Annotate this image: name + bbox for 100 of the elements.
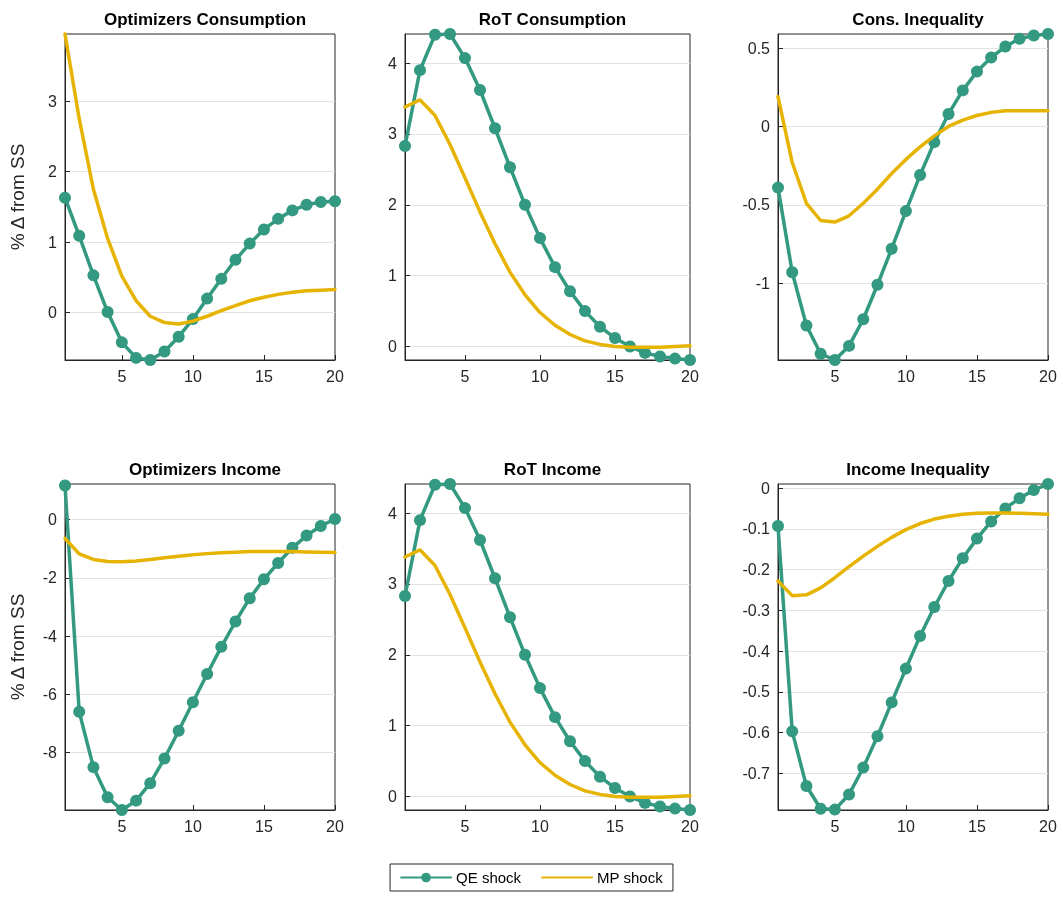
y-tick-label: 0 (761, 117, 771, 135)
y-tick-label: 1 (48, 233, 58, 251)
point (843, 788, 856, 801)
point (564, 285, 576, 298)
x-tick-label: 5 (830, 817, 840, 835)
point (786, 725, 799, 738)
line-series (776, 94, 1050, 224)
point (772, 519, 784, 532)
point (115, 804, 128, 816)
y-tick-label: 0 (761, 479, 771, 497)
y-tick-label: -6 (42, 685, 58, 703)
point (871, 730, 884, 743)
y-tick-label: -0.5 (742, 196, 771, 214)
y-tick-label: -2 (42, 569, 58, 587)
line-series (63, 32, 337, 326)
point (1042, 28, 1054, 40)
point (314, 519, 327, 532)
point (300, 198, 313, 211)
y-tick-label: -0.1 (742, 520, 771, 538)
point (786, 266, 799, 279)
point (999, 40, 1012, 53)
x-tick-label: 15 (968, 817, 986, 835)
point (474, 533, 486, 546)
point (399, 589, 411, 602)
y-tick-label: 3 (388, 125, 398, 143)
point (1042, 478, 1054, 490)
chart-title: RoT Consumption (478, 10, 627, 29)
x-tick-label: 10 (531, 367, 549, 385)
point (172, 330, 185, 343)
x-tick-label: 20 (1039, 367, 1057, 385)
point (564, 735, 576, 748)
point (229, 253, 242, 266)
y-tick-label: 0 (48, 304, 58, 322)
point (158, 345, 171, 358)
point (814, 347, 827, 360)
point (300, 529, 313, 542)
point (579, 755, 591, 768)
point (549, 261, 561, 274)
y-tick-label: 2 (388, 196, 398, 214)
point (229, 615, 242, 628)
x-tick-label: 15 (606, 367, 624, 385)
y-tick-label: 0.5 (747, 39, 771, 57)
point (899, 205, 912, 218)
point (579, 305, 591, 318)
point (201, 667, 214, 680)
point (272, 556, 285, 569)
point (814, 802, 827, 815)
legend-label: QE shock (456, 869, 522, 886)
x-tick-label: 5 (460, 817, 470, 835)
point (684, 804, 696, 816)
point (130, 794, 143, 807)
point (444, 478, 456, 490)
point (885, 242, 898, 255)
x-tick-label: 5 (117, 817, 127, 835)
point (970, 532, 983, 545)
chart-title: RoT Income (503, 460, 602, 479)
point (329, 512, 341, 525)
x-tick-label: 15 (968, 367, 986, 385)
point (519, 198, 531, 211)
point (970, 65, 983, 78)
point (59, 479, 71, 492)
point (243, 237, 256, 250)
point (504, 611, 516, 624)
point (329, 195, 341, 208)
point (504, 161, 516, 174)
x-tick-label: 10 (184, 817, 202, 835)
y-axis-title: % Δ from SS (7, 593, 28, 701)
point (669, 802, 681, 815)
x-tick-label: 10 (897, 367, 915, 385)
point (87, 269, 100, 282)
point (130, 351, 143, 364)
point (534, 682, 546, 695)
point (956, 84, 969, 97)
point (158, 752, 171, 765)
legend-label: MP shock (597, 869, 664, 886)
point (489, 122, 501, 135)
x-tick-label: 20 (681, 817, 699, 835)
point (534, 232, 546, 245)
x-tick-label: 10 (184, 367, 202, 385)
point (144, 354, 157, 366)
y-tick-label: -1 (755, 274, 771, 292)
point (871, 278, 884, 291)
point (519, 648, 531, 661)
chart-title: Cons. Inequality (852, 10, 985, 29)
y-tick-label: -4 (42, 627, 58, 645)
y-tick-label: 0 (388, 788, 398, 806)
point (654, 800, 666, 813)
point (257, 573, 270, 586)
point (144, 777, 157, 790)
point (414, 514, 426, 527)
chart-title: Optimizers Income (128, 460, 282, 479)
point (684, 354, 696, 366)
y-tick-label: 4 (388, 54, 398, 72)
point (489, 572, 501, 585)
point (459, 502, 471, 515)
y-tick-label: -0.7 (742, 764, 771, 782)
x-tick-label: 20 (681, 367, 699, 385)
line-series (63, 536, 337, 564)
point (772, 181, 784, 194)
point (800, 319, 813, 332)
